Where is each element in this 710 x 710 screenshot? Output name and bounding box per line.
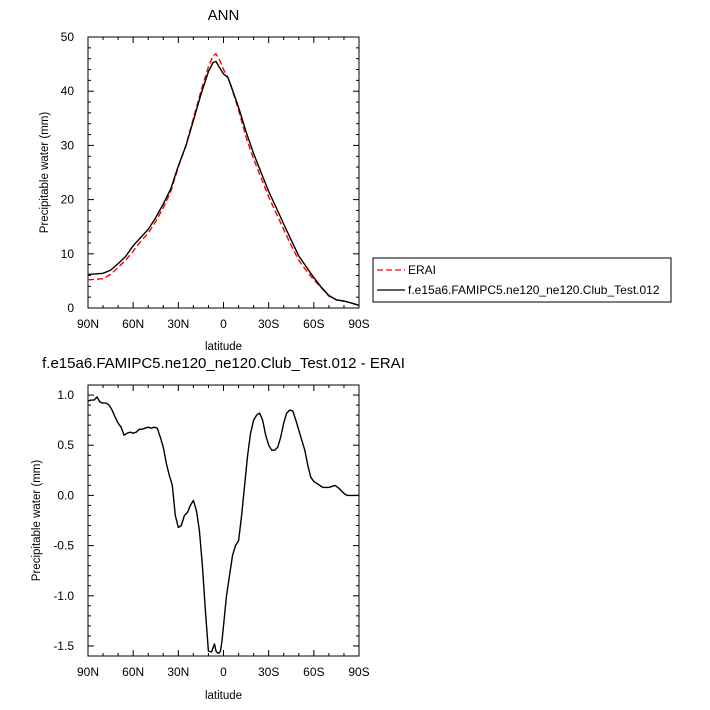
- y-tick-label: 40: [61, 84, 75, 98]
- y-tick-label: -1.0: [53, 589, 74, 603]
- y-tick-label: 50: [61, 30, 75, 44]
- y-tick-label: 20: [61, 193, 75, 207]
- series-line-difference: [87, 396, 359, 654]
- y-tick-label: 1.0: [57, 388, 74, 402]
- legend-label-model: f.e15a6.FAMIPC5.ne120_ne120.Club_Test.01…: [408, 283, 660, 297]
- y-tick-label: 30: [61, 138, 75, 152]
- legend: ERAI f.e15a6.FAMIPC5.ne120_ne120.Club_Te…: [372, 257, 672, 303]
- x-tick-label: 60S: [303, 317, 324, 331]
- y-tick-label: -0.5: [53, 539, 74, 553]
- bottom-x-tick-labels: 90N 60N 30N 0 30S 60S 90S: [77, 665, 370, 679]
- top-x-tick-labels: 90N 60N 30N 0 30S 60S 90S: [77, 317, 370, 331]
- x-tick-label: 30N: [167, 317, 189, 331]
- bottom-x-ticks: [87, 385, 360, 656]
- top-panel: ANN 90N 60N 30N 0 30S 60S 90S 0 10 20 30 40 50 lati…: [39, 7, 370, 353]
- legend-label-erai: ERAI: [408, 263, 436, 277]
- x-tick-label: 0: [220, 665, 227, 679]
- top-x-ticks: [87, 37, 360, 308]
- x-tick-label: 90N: [77, 665, 99, 679]
- bottom-y-ticks: [88, 384, 359, 657]
- y-tick-label: 0: [67, 301, 74, 315]
- x-tick-label: 30N: [167, 665, 189, 679]
- x-tick-label: 30S: [258, 665, 279, 679]
- bottom-x-axis-title: latitude: [205, 690, 242, 702]
- top-y-ticks: [88, 36, 359, 309]
- top-plot-frame: [87, 36, 360, 309]
- x-tick-label: 60N: [122, 317, 144, 331]
- bottom-y-tick-labels: 1.0 0.5 0.0 -0.5 -1.0 -1.5: [53, 388, 74, 653]
- series-line-erai: [87, 53, 360, 306]
- x-tick-label: 90N: [77, 317, 99, 331]
- series-line-model: [87, 60, 360, 306]
- x-tick-label: 90S: [348, 317, 369, 331]
- x-tick-label: 30S: [258, 317, 279, 331]
- top-chart-title: ANN: [208, 7, 240, 24]
- top-x-axis-title: latitude: [205, 341, 242, 353]
- top-y-tick-labels: 0 10 20 30 40 50: [61, 30, 75, 315]
- x-tick-label: 0: [220, 317, 227, 331]
- x-tick-label: 90S: [348, 665, 369, 679]
- bottom-series-lines: [87, 396, 359, 654]
- bottom-plot-frame: [87, 384, 360, 657]
- bottom-y-axis-title: Precipitable water (mm): [31, 460, 43, 582]
- y-tick-label: 0.0: [57, 488, 74, 502]
- top-series-lines: [87, 53, 360, 306]
- legend-box: [372, 257, 672, 303]
- y-tick-label: -1.5: [53, 639, 74, 653]
- bottom-panel: f.e15a6.FAMIPC5.ne120_ne120.Club_Test.01…: [31, 355, 405, 702]
- x-tick-label: 60S: [303, 665, 324, 679]
- y-tick-label: 10: [61, 247, 75, 261]
- x-tick-label: 60N: [122, 665, 144, 679]
- y-tick-label: 0.5: [57, 438, 74, 452]
- top-y-axis-title: Precipitable water (mm): [39, 112, 51, 234]
- bottom-chart-title: f.e15a6.FAMIPC5.ne120_ne120.Club_Test.01…: [42, 355, 405, 372]
